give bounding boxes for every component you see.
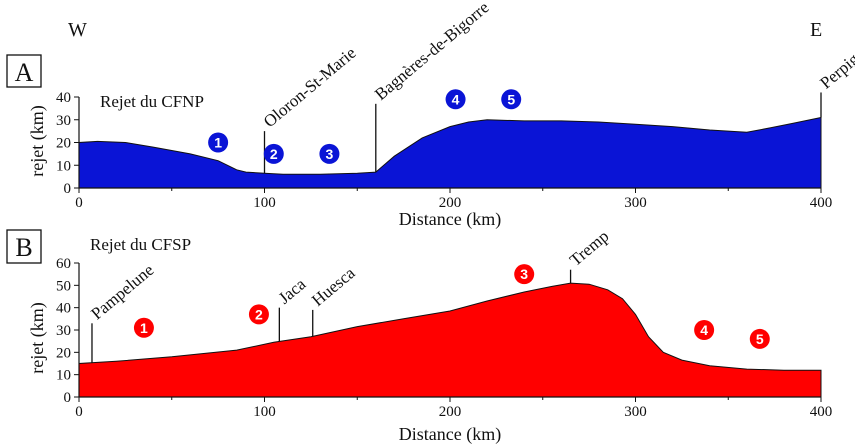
site-marker-number: 3	[326, 146, 334, 162]
panel-b: B Rejet du CFSP Distance (km) rejet (km)…	[6, 226, 833, 445]
y-tick-label-b: 10	[56, 368, 71, 384]
site-marker-number: 2	[270, 146, 278, 162]
panel-label-a: A	[15, 58, 34, 87]
site-marker-circle	[248, 304, 269, 325]
site-marker-number: 2	[255, 306, 263, 322]
y-tick-label-a: 40	[56, 90, 71, 106]
offset-profile-area-a	[78, 116, 822, 189]
y-tick-label-b: 0	[64, 390, 72, 406]
chart-title-a: Rejet du CFNP	[100, 92, 204, 111]
site-marker-circle	[514, 264, 535, 285]
y-tick-label-a: 20	[56, 136, 71, 152]
y-tick-label-b: 30	[56, 323, 71, 339]
x-tick-label-a: 200	[439, 195, 462, 211]
offset-profile-area-b	[78, 282, 822, 398]
site-marker-b-1: 1	[133, 317, 154, 338]
locality-label-oloron-st-marie: Oloron-St-Marie	[260, 43, 360, 131]
x-axis-label-b: Distance (km)	[399, 424, 501, 445]
site-marker-b-5: 5	[749, 328, 770, 349]
site-marker-circle	[694, 320, 715, 340]
x-tick-label-b: 100	[253, 404, 276, 420]
site-marker-a-5: 5	[501, 89, 522, 110]
y-tick-label-a: 30	[56, 113, 71, 129]
y-axis-label-b: rejet (km)	[27, 302, 48, 373]
site-marker-circle	[133, 317, 154, 338]
x-tick-label-b: 200	[439, 404, 462, 420]
y-tick-label-b: 50	[56, 278, 71, 294]
site-marker-circle	[263, 143, 284, 164]
locality-label-perpignan: Perpignan	[816, 33, 855, 92]
west-label: W	[68, 19, 87, 41]
site-marker-circle	[208, 132, 229, 153]
site-marker-b-3: 3	[514, 264, 535, 285]
y-tick-label-a: 0	[64, 181, 72, 197]
site-marker-number: 1	[214, 135, 222, 151]
chart-title-b: Rejet du CFSP	[90, 235, 191, 254]
x-tick-label-a: 300	[624, 195, 647, 211]
site-marker-number: 3	[520, 266, 528, 282]
panel-a: A Rejet du CFNP Distance (km) rejet (km)…	[6, 0, 855, 230]
site-marker-circle	[445, 89, 466, 110]
x-tick-label-b: 300	[624, 404, 647, 420]
panel-label-box-a	[6, 54, 42, 88]
x-tick-label-b: 400	[810, 404, 833, 420]
x-axis-label-a: Distance (km)	[399, 209, 501, 230]
x-tick-label-a: 100	[253, 195, 276, 211]
site-marker-number: 1	[140, 320, 148, 336]
y-tick-label-b: 60	[56, 256, 71, 272]
y-tick-label-a: 10	[56, 158, 71, 174]
site-marker-a-2: 2	[263, 143, 284, 164]
site-marker-circle	[501, 89, 522, 110]
panel-label-box-b	[6, 229, 42, 264]
locality-label-huesca: Huesca	[308, 263, 359, 310]
site-marker-circle	[749, 328, 770, 349]
locality-label-tremp: Tremp	[566, 226, 612, 269]
site-marker-number: 4	[452, 91, 460, 107]
site-marker-a-3: 3	[319, 143, 340, 164]
site-marker-a-4: 4	[445, 89, 466, 110]
x-tick-label-a: 400	[810, 195, 833, 211]
site-marker-circle	[319, 143, 340, 164]
site-marker-a-1: 1	[208, 132, 229, 153]
site-marker-b-2: 2	[248, 304, 269, 325]
locality-label-jaca: Jaca	[275, 274, 310, 308]
y-tick-label-b: 20	[56, 345, 71, 361]
y-tick-label-b: 40	[56, 301, 71, 317]
site-marker-number: 5	[507, 91, 515, 107]
panel-label-b: B	[15, 233, 32, 262]
x-tick-label-b: 0	[75, 404, 83, 420]
site-marker-number: 5	[756, 331, 764, 347]
east-label: E	[810, 19, 822, 41]
locality-label-bagn-res-de-bigorre: Bagnères-de-Bigorre	[371, 0, 492, 104]
y-axis-label-a: rejet (km)	[27, 105, 48, 176]
site-marker-number: 4	[700, 322, 708, 338]
site-marker-b-4: 4	[694, 320, 715, 340]
locality-label-pampelune: Pampelune	[87, 260, 157, 323]
x-tick-label-a: 0	[75, 195, 83, 211]
